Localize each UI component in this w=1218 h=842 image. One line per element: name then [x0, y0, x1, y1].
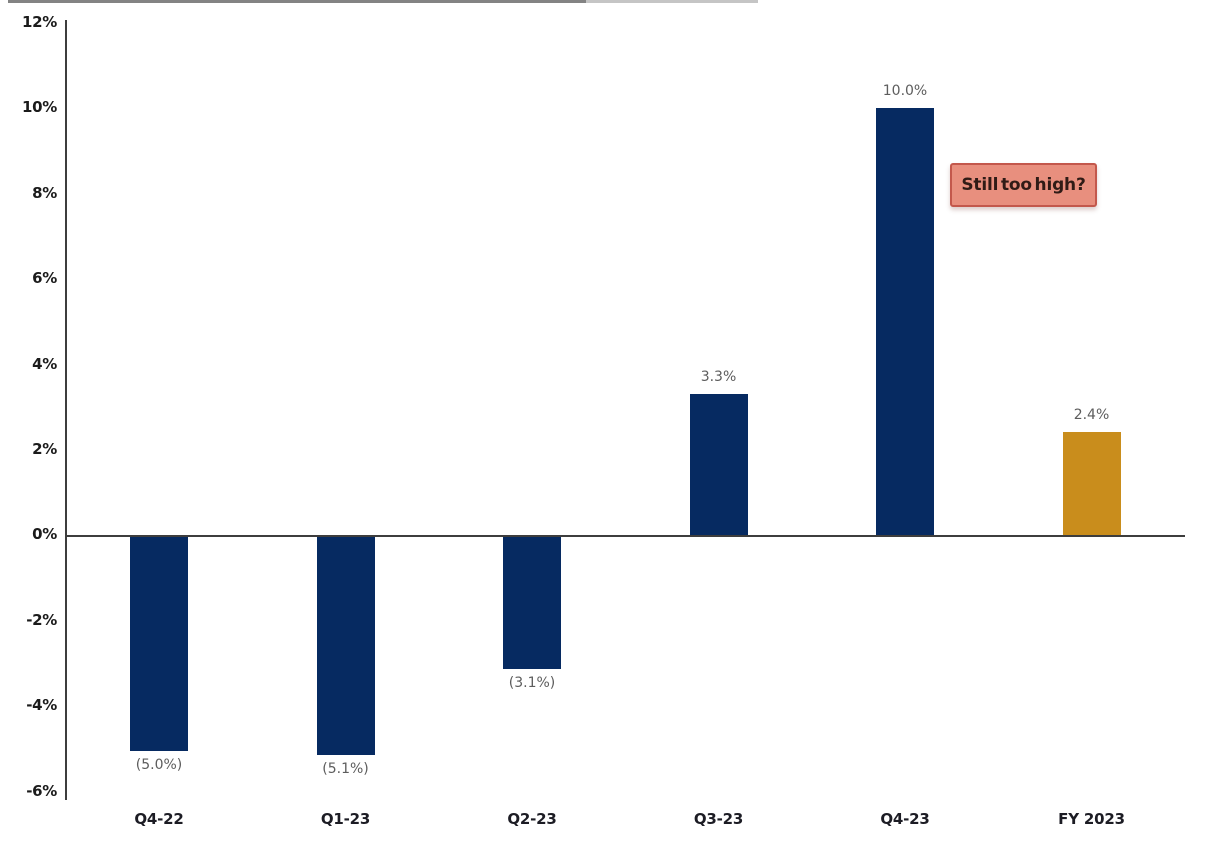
value-label: (5.0%) [135, 756, 183, 773]
x-axis-label-Q3-23: Q3-23 [693, 810, 744, 828]
value-label: 10.0% [882, 82, 928, 99]
x-axis-label-Q4-23: Q4-23 [880, 810, 930, 828]
bar-FY 2023 [1062, 432, 1121, 535]
bar-Q3-23 [689, 394, 748, 535]
y-tick-label: 2% [32, 440, 57, 458]
x-axis-label-Q1-23: Q1-23 [320, 810, 371, 828]
value-label: (3.1%) [508, 675, 556, 692]
value-label: 2.4% [1073, 407, 1110, 424]
bar-Q1-23 [316, 537, 375, 755]
x-axis-label-FY 2023: FY 2023 [1058, 810, 1125, 828]
y-tick-label: 6% [32, 269, 57, 288]
value-label: 3.3% [700, 369, 737, 386]
value-label: (5.1%) [322, 760, 369, 777]
y-tick-label: 0% [32, 525, 57, 544]
bar-Q2-23 [503, 537, 561, 670]
y-tick-label: 10% [21, 98, 57, 117]
y-tick-label: -2% [26, 610, 57, 629]
y-tick-label: 12% [21, 13, 57, 31]
cropped-title-remnant [8, 0, 586, 3]
bar-Q4-22 [130, 537, 188, 751]
x-axis-label-Q2-23: Q2-23 [507, 810, 557, 828]
annotation-box: Still too high? [950, 163, 1097, 207]
y-axis-line [65, 20, 67, 800]
y-tick-label: -6% [26, 781, 57, 800]
annotation-text: Still too high? [961, 175, 1086, 195]
zero-baseline [65, 535, 1185, 537]
y-tick-label: -4% [26, 696, 57, 715]
y-tick-label: 4% [32, 354, 57, 373]
x-axis-label-Q4-22: Q4-22 [134, 810, 184, 828]
cropped-title-remnant-right [586, 0, 758, 3]
y-tick-label: 8% [32, 183, 57, 202]
bar-Q4-23 [876, 107, 934, 535]
